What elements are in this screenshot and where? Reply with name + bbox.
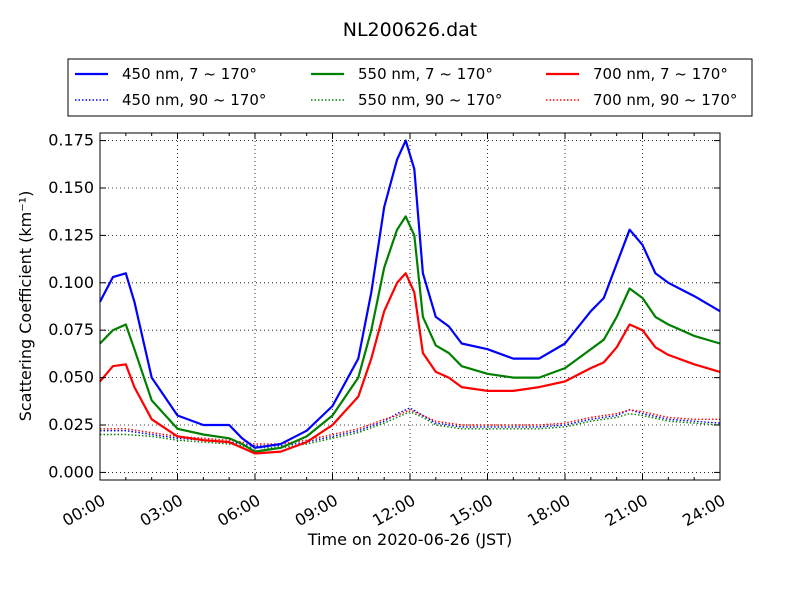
- y-tick-labels: 0.000 0.025 0.050 0.075 0.100 0.125 0.150 0.175: [48, 131, 94, 482]
- series-line: [99, 139, 721, 449]
- series-line: [100, 411, 721, 449]
- x-tick-label: 09:00: [292, 491, 341, 531]
- y-tick-label: 0.000: [48, 462, 94, 481]
- y-axis-label: Scattering Coefficient (km⁻¹): [16, 191, 35, 422]
- legend-label: 550 nm, 90 ~ 170°: [358, 91, 502, 109]
- x-tick-label: 03:00: [137, 491, 186, 531]
- series-line: [100, 409, 720, 445]
- x-tick-label: 18:00: [524, 491, 573, 531]
- x-tick-label: 12:00: [369, 491, 418, 531]
- legend-label: 450 nm, 7 ~ 170°: [122, 65, 257, 83]
- x-tick-label: 24:00: [679, 491, 728, 531]
- y-tick-label: 0.175: [48, 131, 94, 150]
- legend-label: 700 nm, 90 ~ 170°: [593, 91, 737, 109]
- axis-ticks: [99, 133, 721, 480]
- y-tick-label: 0.125: [48, 225, 94, 244]
- y-tick-label: 0.150: [48, 178, 94, 197]
- x-tick-label: 15:00: [447, 491, 496, 531]
- x-tick-label: 00:00: [59, 491, 108, 531]
- y-tick-label: 0.100: [48, 273, 94, 292]
- x-axis-label: Time on 2020-06-26 (JST): [307, 530, 512, 549]
- legend-label: 700 nm, 7 ~ 170°: [593, 65, 728, 83]
- legend-label: 550 nm, 7 ~ 170°: [358, 65, 493, 83]
- series-layer: [99, 139, 721, 455]
- series-line: [99, 215, 721, 453]
- y-tick-label: 0.025: [48, 415, 94, 434]
- x-tick-label: 06:00: [214, 491, 263, 531]
- y-tick-label: 0.075: [48, 320, 94, 339]
- y-tick-label: 0.050: [48, 368, 94, 387]
- chart-title: NL200626.dat: [343, 19, 478, 41]
- x-tick-labels: 00:00 03:00 06:00 09:00 12:00 15:00 18:00 21:00…: [59, 491, 728, 531]
- grid-lines: [100, 133, 720, 480]
- x-tick-label: 21:00: [602, 491, 651, 531]
- legend-frame: [67, 58, 753, 117]
- series-line: [99, 272, 721, 455]
- chart-legend: 450 nm, 7 ~ 170° 550 nm, 7 ~ 170° 700 nm, …: [67, 58, 753, 117]
- legend-label: 450 nm, 90 ~ 170°: [122, 91, 266, 109]
